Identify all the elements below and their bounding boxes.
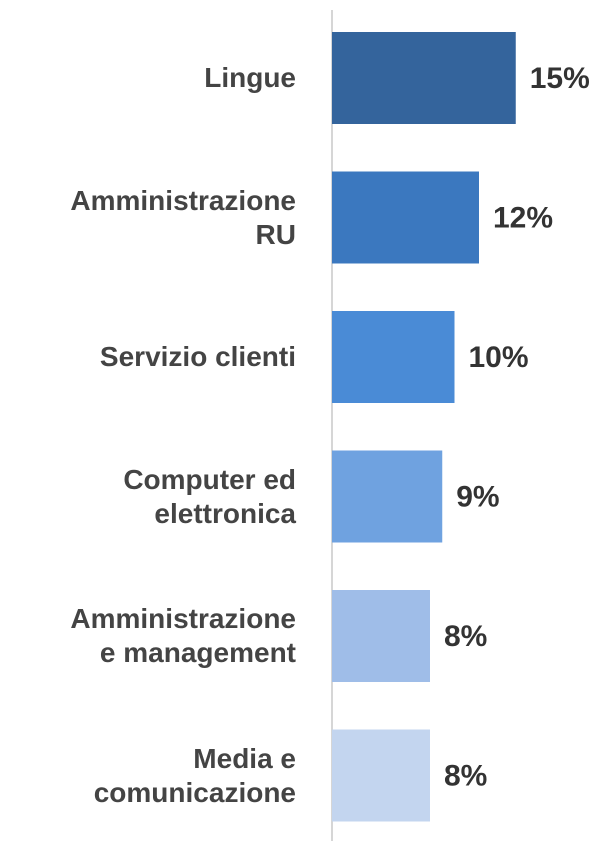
category-label: Servizio clienti bbox=[99, 341, 296, 372]
category-label: Computer ed elettronica bbox=[123, 463, 296, 529]
bar bbox=[332, 32, 516, 124]
bar bbox=[332, 311, 455, 403]
value-label: 8% bbox=[444, 620, 487, 653]
category-label: Media e comunicazione bbox=[93, 742, 296, 808]
bar bbox=[332, 729, 430, 822]
category-label: Lingue bbox=[204, 62, 296, 93]
category-label: Amministrazione e management bbox=[70, 603, 296, 668]
bar bbox=[332, 590, 430, 682]
category-label: Amministrazione RU bbox=[70, 184, 296, 250]
bar bbox=[332, 171, 479, 264]
value-label: 10% bbox=[469, 341, 529, 374]
value-label: 9% bbox=[456, 480, 499, 513]
value-label: 15% bbox=[530, 62, 590, 95]
bar bbox=[332, 450, 443, 543]
value-label: 12% bbox=[493, 201, 553, 234]
value-label: 8% bbox=[444, 759, 487, 792]
